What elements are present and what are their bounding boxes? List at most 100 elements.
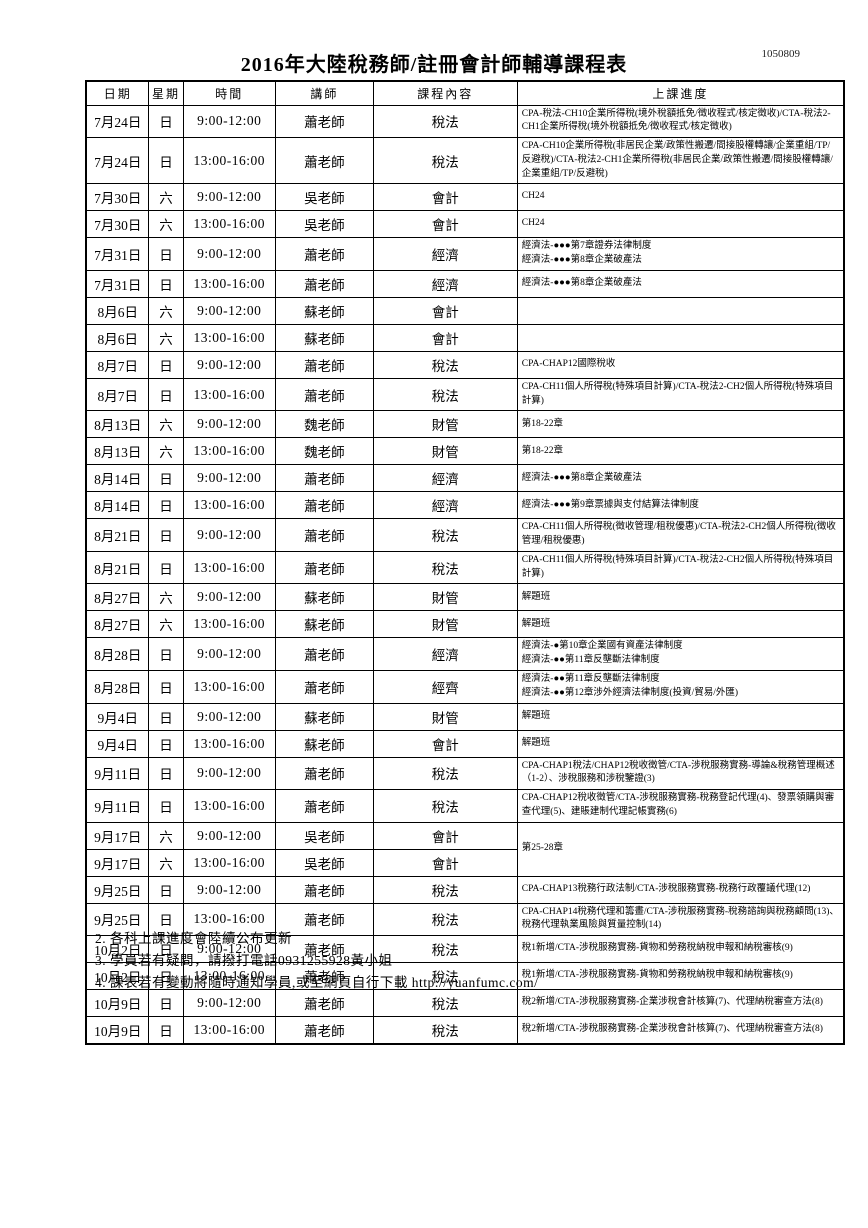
time-cell: 13:00-16:00 bbox=[182, 137, 276, 185]
time-cell: 9:00-12:00 bbox=[182, 756, 276, 791]
progress-cell: CPA-CHAP12國際稅收 bbox=[516, 350, 845, 379]
progress-line: 經濟法-●●●第9章票據與支付結算法律制度 bbox=[521, 499, 699, 510]
subject-cell: 稅法 bbox=[372, 137, 518, 185]
progress-line: CPA-稅法-CH10企業所得稅(境外稅額抵免/徵收程式/核定徵收)/CTA-稅… bbox=[521, 108, 831, 133]
time-cell: 9:00-12:00 bbox=[182, 296, 276, 325]
time-cell: 13:00-16:00 bbox=[182, 669, 276, 704]
time-cell: 9:00-12:00 bbox=[182, 237, 276, 271]
date-cell: 8月6日 bbox=[85, 323, 150, 352]
progress-line: 稅2新增/CTA-涉稅服務實務-企業涉稅會計核算(7)、代理納稅審查方法(8) bbox=[521, 1024, 823, 1035]
progress-line: CPA-CHAP14稅務代理和籌畫/CTA-涉稅服務實務-稅務諮詢與稅務顧問(1… bbox=[521, 906, 839, 931]
doc-number: 1050809 bbox=[761, 48, 801, 60]
progress-cell: 稅2新增/CTA-涉稅服務實務-企業涉稅會計核算(7)、代理納稅審查方法(8) bbox=[516, 989, 845, 1018]
subject-cell: 稅法 bbox=[372, 550, 518, 585]
date-cell: 8月28日 bbox=[85, 669, 150, 704]
note-3: 3. 學員若有疑問，請撥打電話0931255928黃小姐 bbox=[95, 953, 393, 968]
teacher-cell: 蕭老師 bbox=[274, 756, 374, 791]
subject-cell: 財管 bbox=[372, 610, 518, 639]
time-cell: 13:00-16:00 bbox=[182, 902, 276, 937]
weekday-cell: 日 bbox=[148, 350, 184, 379]
progress-cell: 第18-22章 bbox=[516, 437, 845, 466]
teacher-cell: 蘇老師 bbox=[274, 729, 374, 758]
progress-cell: CPA-CHAP13稅務行政法制/CTA-涉稅服務實務-稅務行政覆議代理(12) bbox=[516, 875, 845, 904]
table-row: 8月28日日 9:00-12:00 蕭老師 經濟 經濟法-●第10章企業國有資產法律制度… bbox=[85, 637, 845, 671]
progress-cell: CPA-CHAP12稅收徵管/CTA-涉稅服務實務-稅務登記代理(4)、發票領購… bbox=[516, 789, 845, 823]
time-cell: 13:00-16:00 bbox=[182, 550, 276, 585]
page-title: 2016年大陸稅務師/註冊會計師輔導課程表 bbox=[240, 54, 628, 76]
progress-cell: CPA-CH10企業所得稅(非居民企業/政策性搬遷/間接股權轉讓/企業重組/TP… bbox=[516, 137, 845, 185]
teacher-cell: 吳老師 bbox=[274, 848, 374, 877]
table-body: 7月24日日 9:00-12:00 蕭老師 稅法 CPA-稅法-CH10企業所得稅(境外… bbox=[85, 104, 845, 1045]
weekday-cell: 日 bbox=[148, 104, 184, 139]
weekday-cell: 日 bbox=[148, 729, 184, 758]
subject-cell: 稅法 bbox=[372, 902, 518, 937]
weekday-cell: 日 bbox=[148, 237, 184, 271]
teacher-cell: 蕭老師 bbox=[274, 875, 374, 904]
progress-cell: CPA-CHAP1稅法/CHAP12稅收徵管/CTA-涉稅服務實務-導論&稅務管… bbox=[516, 756, 845, 791]
time-cell: 9:00-12:00 bbox=[182, 518, 276, 552]
teacher-cell: 魏老師 bbox=[274, 410, 374, 439]
column-header-2: 時間 bbox=[182, 80, 276, 106]
notes: 2. 各科上課進度會陸續公布更新 3. 學員若有疑問，請撥打電話093125592… bbox=[95, 928, 795, 994]
weekday-cell: 六 bbox=[148, 610, 184, 639]
progress-line: CPA-CH10企業所得稅(非居民企業/政策性搬遷/間接股權轉讓/企業重組/TP… bbox=[521, 141, 833, 179]
table-row: 9月11日日 9:00-12:00 蕭老師 稅法 CPA-CHAP1稅法/CHAP12稅… bbox=[85, 756, 845, 791]
progress-line: 稅2新增/CTA-涉稅服務實務-企業涉稅會計核算(7)、代理納稅審查方法(8) bbox=[521, 997, 823, 1008]
weekday-cell: 六 bbox=[148, 848, 184, 877]
progress-line: 經濟法-●第10章企業國有資產法律制度 bbox=[521, 641, 683, 652]
teacher-cell: 蘇老師 bbox=[274, 702, 374, 731]
table-header-row: 日期 星期 時間 講師 課程內容 上課進度 bbox=[85, 80, 845, 106]
table-row: 8月6日六 13:00-16:00 蘇老師 會計 bbox=[85, 323, 845, 352]
progress-line: CPA-CHAP1稅法/CHAP12稅收徵管/CTA-涉稅服務實務-導論&稅務管… bbox=[521, 760, 835, 785]
progress-line: 經濟法-●●●第8章企業破產法 bbox=[521, 255, 642, 266]
column-header-3: 講師 bbox=[274, 80, 374, 106]
teacher-cell: 蘇老師 bbox=[274, 583, 374, 612]
table-row: 7月31日日 13:00-16:00 蕭老師 經濟 經濟法-●●●第8章企業破產法 bbox=[85, 269, 845, 298]
date-cell: 8月7日 bbox=[85, 377, 150, 412]
subject-cell: 稅法 bbox=[372, 789, 518, 823]
teacher-cell: 蕭老師 bbox=[274, 637, 374, 671]
weekday-cell: 六 bbox=[148, 821, 184, 850]
time-cell: 9:00-12:00 bbox=[182, 350, 276, 379]
weekday-cell: 日 bbox=[148, 702, 184, 731]
progress-line: CPA-CHAP12稅收徵管/CTA-涉稅服務實務-稅務登記代理(4)、發票領購… bbox=[521, 793, 835, 817]
table-row: 9月25日日 9:00-12:00 蕭老師 稅法 CPA-CHAP13稅務行政法制/CT… bbox=[85, 875, 845, 904]
weekday-cell: 日 bbox=[148, 491, 184, 520]
subject-cell: 經濟 bbox=[372, 637, 518, 671]
progress-line: 第18-22章 bbox=[521, 445, 563, 456]
time-cell: 13:00-16:00 bbox=[182, 610, 276, 639]
subject-cell: 稅法 bbox=[372, 104, 518, 139]
teacher-cell: 蕭老師 bbox=[274, 989, 374, 1018]
note-2: 2. 各科上課進度會陸續公布更新 bbox=[95, 931, 292, 946]
table-row: 8月21日日 9:00-12:00 蕭老師 稅法 CPA-CH11個人所得稅(徵收管理/… bbox=[85, 518, 845, 552]
progress-cell: 解題班 bbox=[516, 583, 845, 612]
time-cell: 13:00-16:00 bbox=[182, 848, 276, 877]
subject-cell: 稅法 bbox=[372, 377, 518, 412]
subject-cell: 經濟 bbox=[372, 237, 518, 271]
weekday-cell: 日 bbox=[148, 789, 184, 823]
course-schedule-table: 日期 星期 時間 講師 課程內容 上課進度 7月24日日 9:00-12:00 蕭老師 稅法 CP… bbox=[85, 80, 845, 1046]
subject-cell: 經濟 bbox=[372, 269, 518, 298]
progress-line: CH24 bbox=[521, 191, 545, 202]
subject-cell: 經濟 bbox=[372, 464, 518, 493]
progress-line: 解題班 bbox=[521, 710, 551, 721]
date-cell: 9月4日 bbox=[85, 729, 150, 758]
teacher-cell: 蕭老師 bbox=[274, 377, 374, 412]
date-cell: 9月17日 bbox=[85, 821, 150, 850]
table-row: 9月4日日 9:00-12:00 蘇老師 財管 解題班 bbox=[85, 702, 845, 731]
date-cell: 8月21日 bbox=[85, 518, 150, 552]
table-row: 7月30日六 9:00-12:00 吳老師 會計 CH24 bbox=[85, 183, 845, 212]
progress-line: 經濟法-●●第12章涉外經濟法律制度(投資/貿易/外匯) bbox=[521, 687, 739, 698]
subject-cell: 稅法 bbox=[372, 756, 518, 791]
progress-line: 第18-22章 bbox=[521, 418, 563, 429]
time-cell: 13:00-16:00 bbox=[182, 962, 276, 991]
time-cell: 9:00-12:00 bbox=[182, 935, 276, 964]
weekday-cell: 日 bbox=[148, 377, 184, 412]
progress-cell: CPA-CH11個人所得稅(特殊項目計算)/CTA-稅法2-CH2個人所得稅(特… bbox=[516, 550, 845, 585]
table-row: 8月6日六 9:00-12:00 蘇老師 會計 bbox=[85, 296, 845, 325]
subject-cell: 財管 bbox=[372, 410, 518, 439]
time-cell: 13:00-16:00 bbox=[182, 729, 276, 758]
teacher-cell: 蘇老師 bbox=[274, 296, 374, 325]
date-cell: 9月4日 bbox=[85, 702, 150, 731]
table-row: 8月21日日 13:00-16:00 蕭老師 稅法 CPA-CH11個人所得稅(特殊項目… bbox=[85, 550, 845, 585]
